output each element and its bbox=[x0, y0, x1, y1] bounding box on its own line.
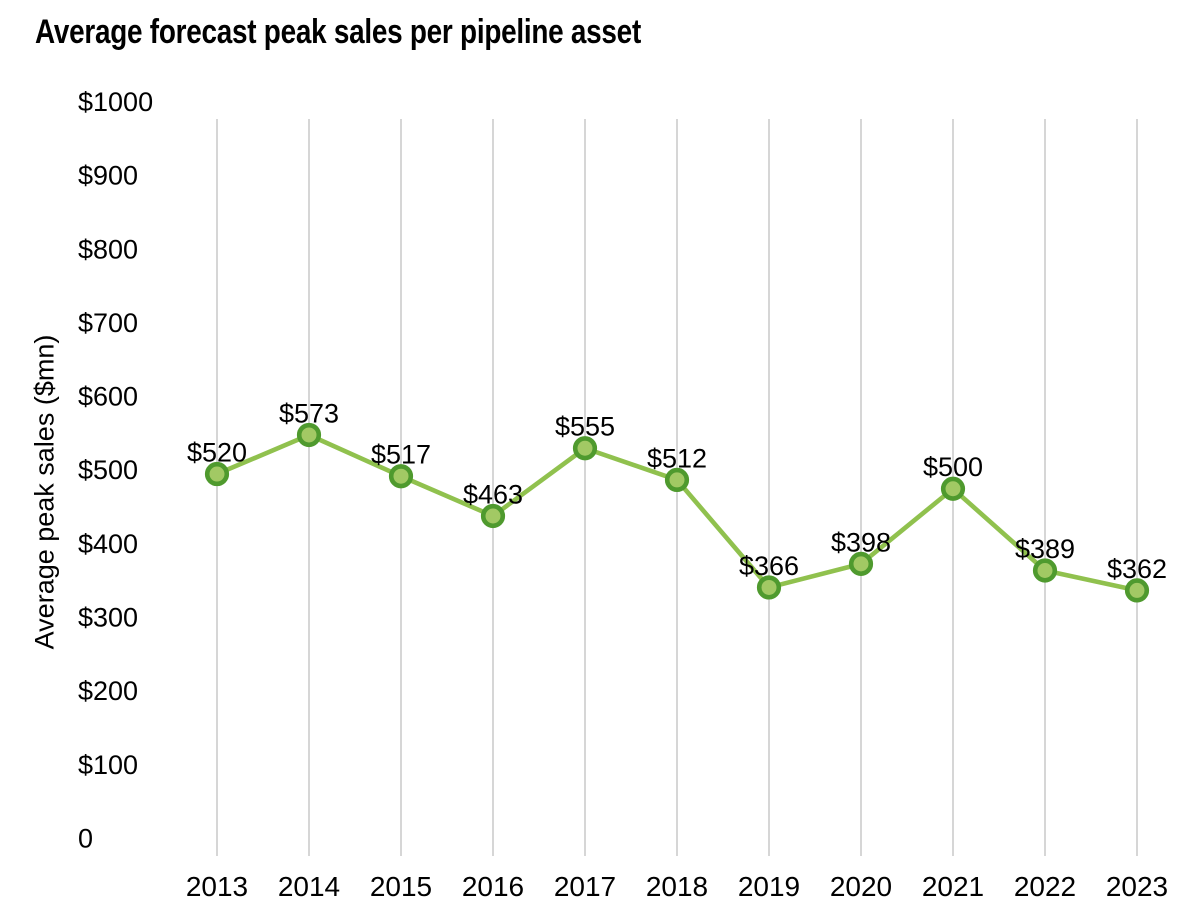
y-tick-label: $600 bbox=[78, 382, 138, 412]
data-label: $398 bbox=[831, 527, 891, 557]
y-tick-label: $800 bbox=[78, 234, 138, 264]
data-point bbox=[940, 476, 966, 501]
y-tick-label: $500 bbox=[78, 455, 138, 485]
data-point bbox=[848, 551, 874, 576]
data-point bbox=[204, 461, 230, 487]
y-tick-label: $300 bbox=[78, 603, 138, 633]
x-tick-label: 2023 bbox=[1106, 871, 1168, 902]
x-tick-label: 2016 bbox=[462, 871, 524, 902]
data-label: $362 bbox=[1107, 554, 1167, 584]
data-label: $555 bbox=[555, 412, 615, 442]
data-point bbox=[572, 436, 598, 461]
data-point bbox=[1032, 558, 1058, 583]
y-tick-label: $400 bbox=[78, 529, 138, 559]
y-tick-label: $700 bbox=[78, 308, 138, 338]
data-point bbox=[480, 503, 506, 529]
data-label: $366 bbox=[739, 551, 799, 581]
data-point bbox=[296, 422, 322, 448]
data-label: $512 bbox=[647, 443, 707, 473]
data-label: $463 bbox=[463, 479, 523, 509]
data-point bbox=[1124, 578, 1150, 603]
y-tick-label: $1000 bbox=[78, 87, 153, 117]
x-tick-label: 2013 bbox=[186, 871, 248, 902]
x-tick-label: 2015 bbox=[370, 871, 432, 902]
y-tick-label: $100 bbox=[78, 750, 138, 780]
x-tick-label: 2017 bbox=[554, 871, 616, 902]
data-label: $520 bbox=[187, 437, 247, 467]
x-tick-label: 2019 bbox=[738, 871, 800, 902]
chart-title: Average forecast peak sales per pipeline… bbox=[35, 13, 641, 51]
data-label: $500 bbox=[923, 452, 983, 482]
x-tick-label: 2014 bbox=[278, 871, 340, 902]
data-point bbox=[756, 575, 782, 600]
data-point bbox=[664, 467, 690, 493]
data-label: $573 bbox=[279, 398, 339, 428]
data-label: $517 bbox=[371, 440, 431, 470]
y-tick-label: 0 bbox=[78, 823, 93, 853]
x-tick-label: 2022 bbox=[1014, 871, 1076, 902]
y-tick-label: $200 bbox=[78, 676, 138, 706]
data-point bbox=[388, 464, 414, 489]
x-tick-label: 2020 bbox=[830, 871, 892, 902]
x-tick-label: 2018 bbox=[646, 871, 708, 902]
x-tick-label: 2021 bbox=[922, 871, 984, 902]
data-label: $389 bbox=[1015, 534, 1075, 564]
y-tick-label: $900 bbox=[78, 161, 138, 191]
